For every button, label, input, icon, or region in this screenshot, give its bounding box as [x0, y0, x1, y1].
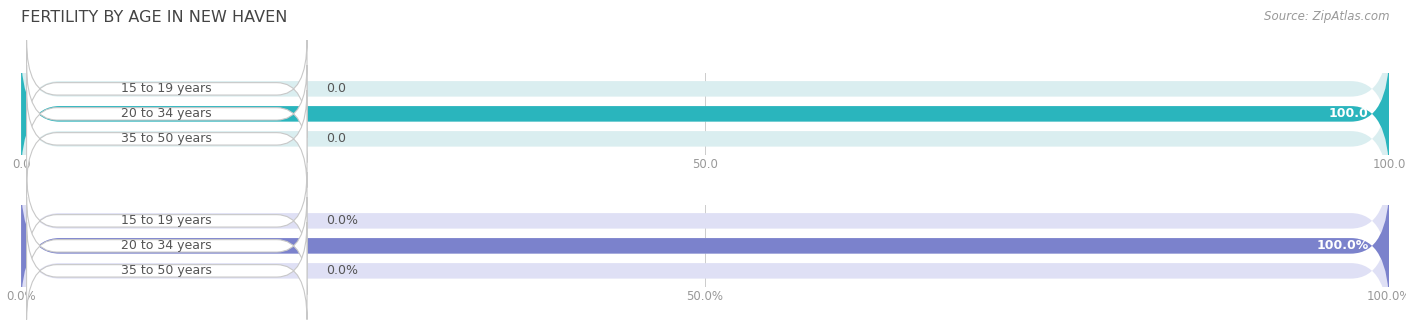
- Text: 100.0%: 100.0%: [1316, 239, 1368, 252]
- Text: 15 to 19 years: 15 to 19 years: [121, 214, 212, 227]
- FancyBboxPatch shape: [21, 159, 1389, 283]
- Text: 0.0: 0.0: [326, 82, 346, 95]
- FancyBboxPatch shape: [27, 172, 307, 270]
- FancyBboxPatch shape: [21, 77, 1389, 201]
- Text: 0.0%: 0.0%: [326, 214, 359, 227]
- FancyBboxPatch shape: [27, 40, 307, 138]
- FancyBboxPatch shape: [21, 27, 1389, 151]
- FancyBboxPatch shape: [27, 197, 307, 295]
- FancyBboxPatch shape: [27, 222, 307, 320]
- Text: FERTILITY BY AGE IN NEW HAVEN: FERTILITY BY AGE IN NEW HAVEN: [21, 10, 287, 25]
- Text: 20 to 34 years: 20 to 34 years: [121, 107, 212, 120]
- Text: 20 to 34 years: 20 to 34 years: [121, 239, 212, 252]
- Text: 15 to 19 years: 15 to 19 years: [121, 82, 212, 95]
- Text: 35 to 50 years: 35 to 50 years: [121, 264, 212, 277]
- FancyBboxPatch shape: [27, 65, 307, 163]
- FancyBboxPatch shape: [21, 51, 1389, 176]
- Text: Source: ZipAtlas.com: Source: ZipAtlas.com: [1264, 10, 1389, 23]
- Text: 35 to 50 years: 35 to 50 years: [121, 132, 212, 145]
- FancyBboxPatch shape: [21, 183, 1389, 308]
- FancyBboxPatch shape: [27, 90, 307, 188]
- Text: 100.0: 100.0: [1329, 107, 1368, 120]
- FancyBboxPatch shape: [21, 209, 1389, 330]
- Text: 0.0%: 0.0%: [326, 264, 359, 277]
- FancyBboxPatch shape: [21, 51, 1389, 176]
- Text: 0.0: 0.0: [326, 132, 346, 145]
- FancyBboxPatch shape: [21, 183, 1389, 308]
